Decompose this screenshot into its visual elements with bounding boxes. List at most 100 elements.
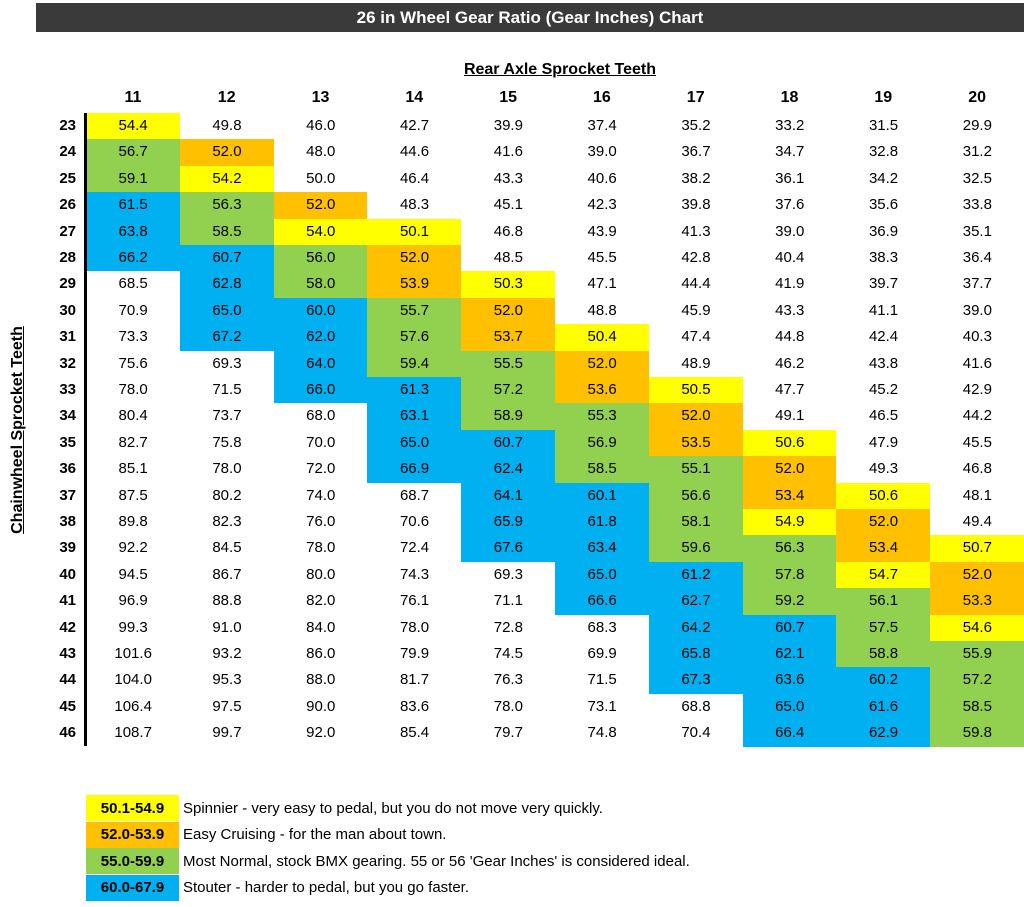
table-cell: 71.1 bbox=[461, 588, 556, 616]
table-cell: 63.6 bbox=[742, 667, 837, 695]
table-cell: 88.8 bbox=[179, 588, 275, 616]
table-cell: 56.1 bbox=[836, 588, 931, 616]
row-header-46: 46 bbox=[59, 724, 76, 742]
table-cell: 52.0 bbox=[648, 403, 744, 431]
table-cell: 66.9 bbox=[367, 456, 462, 484]
table-cell: 29.9 bbox=[930, 113, 1024, 140]
table-cell: 65.0 bbox=[179, 297, 275, 325]
table-cell: 72.8 bbox=[461, 614, 556, 642]
row-header-40: 40 bbox=[59, 565, 76, 583]
table-cell: 70.4 bbox=[648, 720, 744, 748]
table-cell: 49.8 bbox=[179, 113, 275, 140]
table-cell: 54.2 bbox=[179, 165, 275, 193]
table-cell: 68.7 bbox=[367, 482, 462, 510]
table-cell: 76.3 bbox=[461, 667, 556, 695]
table-cell: 73.3 bbox=[86, 324, 181, 352]
table-cell: 86.7 bbox=[179, 561, 275, 589]
table-cell: 79.9 bbox=[367, 641, 462, 668]
table-cell: 46.4 bbox=[367, 165, 462, 193]
column-header-14: 14 bbox=[405, 89, 424, 106]
table-cell: 72.0 bbox=[273, 456, 368, 484]
row-header-23: 23 bbox=[59, 117, 76, 134]
table-cell: 64.2 bbox=[648, 614, 744, 642]
table-cell: 53.4 bbox=[742, 482, 837, 510]
table-cell: 61.3 bbox=[367, 377, 462, 404]
table-cell: 56.0 bbox=[273, 245, 368, 272]
table-cell: 52.0 bbox=[367, 245, 462, 272]
column-header-16: 16 bbox=[593, 89, 611, 106]
table-cell: 78.0 bbox=[273, 535, 368, 563]
table-cell: 62.7 bbox=[648, 588, 744, 616]
column-header-15: 15 bbox=[499, 89, 517, 106]
table-cell: 58.8 bbox=[836, 641, 931, 668]
table-cell: 84.5 bbox=[179, 535, 275, 563]
table-cell: 61.5 bbox=[86, 192, 181, 220]
column-header-12: 12 bbox=[217, 89, 236, 106]
table-cell: 48.0 bbox=[273, 139, 368, 167]
table-cell: 80.4 bbox=[86, 403, 181, 431]
table-cell: 36.9 bbox=[836, 218, 931, 246]
table-cell: 52.0 bbox=[930, 561, 1024, 589]
table-cell: 82.0 bbox=[273, 588, 368, 616]
row-header-41: 41 bbox=[59, 592, 76, 610]
table-cell: 39.0 bbox=[930, 297, 1024, 325]
table-cell: 68.5 bbox=[86, 271, 181, 299]
table-cell: 61.6 bbox=[836, 693, 931, 721]
row-header-37: 37 bbox=[59, 486, 76, 504]
legend-swatch: 55.0-59.9 bbox=[86, 848, 179, 874]
table-cell: 91.0 bbox=[179, 614, 275, 642]
table-cell: 54.9 bbox=[742, 509, 837, 536]
table-cell: 35.2 bbox=[648, 113, 744, 140]
row-header-39: 39 bbox=[59, 539, 76, 557]
table-cell: 75.6 bbox=[86, 350, 181, 378]
table-cell: 68.3 bbox=[555, 614, 650, 642]
table-cell: 101.6 bbox=[86, 641, 181, 668]
table-cell: 40.4 bbox=[742, 245, 837, 272]
table-cell: 45.9 bbox=[648, 297, 744, 325]
table-cell: 61.2 bbox=[648, 561, 744, 589]
table-cell: 38.3 bbox=[836, 245, 931, 272]
table-cell: 71.5 bbox=[179, 377, 275, 404]
table-cell: 53.4 bbox=[836, 535, 931, 563]
table-cell: 52.0 bbox=[461, 297, 556, 325]
table-cell: 39.0 bbox=[742, 218, 837, 246]
row-header-32: 32 bbox=[59, 354, 76, 372]
table-cell: 65.9 bbox=[461, 509, 556, 536]
legend-item: 50.1-54.9 Spinnier - very easy to pedal, … bbox=[86, 795, 603, 821]
table-cell: 57.5 bbox=[836, 614, 931, 642]
table-cell: 55.3 bbox=[555, 403, 650, 431]
table-cell: 63.1 bbox=[367, 403, 462, 431]
table-cell: 93.2 bbox=[179, 641, 275, 668]
table-cell: 96.9 bbox=[86, 588, 181, 616]
column-header-19: 19 bbox=[874, 89, 893, 106]
table-cell: 46.2 bbox=[742, 350, 837, 378]
column-header-18: 18 bbox=[780, 89, 799, 106]
table-cell: 59.6 bbox=[648, 535, 744, 563]
table-cell: 57.2 bbox=[930, 667, 1024, 695]
table-cell: 45.1 bbox=[461, 192, 556, 220]
table-cell: 80.0 bbox=[273, 561, 368, 589]
table-cell: 87.5 bbox=[86, 482, 181, 510]
table-cell: 82.7 bbox=[86, 429, 181, 457]
table-cell: 42.7 bbox=[367, 113, 462, 140]
table-cell: 81.7 bbox=[367, 667, 462, 695]
table-cell: 59.1 bbox=[86, 165, 181, 193]
table-cell: 70.0 bbox=[273, 429, 368, 457]
table-cell: 69.3 bbox=[179, 350, 275, 378]
legend-description: Stouter - harder to pedal, but you go fa… bbox=[183, 879, 470, 896]
table-cell: 52.0 bbox=[273, 192, 368, 220]
table-cell: 106.4 bbox=[86, 693, 181, 721]
table-cell: 67.6 bbox=[461, 535, 556, 563]
table-cell: 86.0 bbox=[273, 641, 368, 668]
table-cell: 88.0 bbox=[273, 667, 368, 695]
table-cell: 59.4 bbox=[367, 350, 462, 378]
table-cell: 56.7 bbox=[86, 139, 181, 167]
column-header-20: 20 bbox=[968, 89, 986, 106]
table-cell: 85.1 bbox=[86, 456, 181, 484]
table-cell: 42.4 bbox=[836, 324, 931, 352]
table-cell: 60.7 bbox=[461, 429, 556, 457]
table-cell: 66.6 bbox=[555, 588, 650, 616]
table-cell: 65.8 bbox=[648, 641, 744, 668]
table-cell: 74.3 bbox=[367, 561, 462, 589]
chart-title: 26 in Wheel Gear Ratio (Gear Inches) Cha… bbox=[36, 3, 1024, 32]
